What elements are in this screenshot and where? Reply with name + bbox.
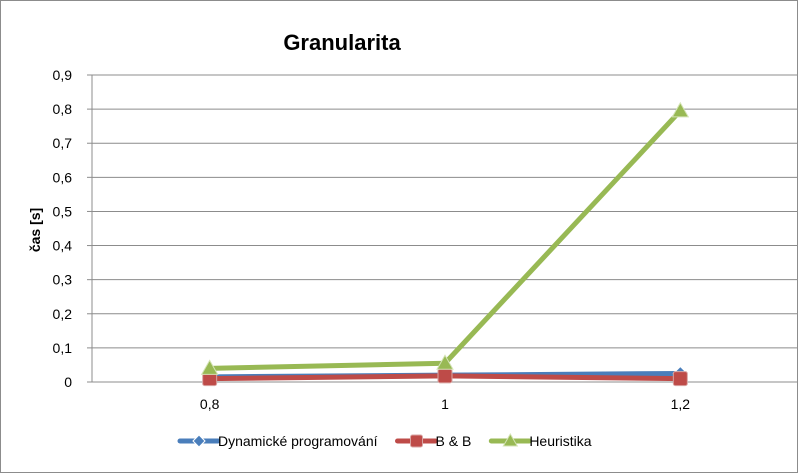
triangle-marker <box>671 101 690 118</box>
legend-item: B & B <box>395 433 472 449</box>
y-tick-label: 0,2 <box>53 306 73 322</box>
y-tick-label: 0,5 <box>53 203 73 219</box>
x-axis-ticks: 0,8 1 1,2 <box>200 396 690 412</box>
y-tick-label: 0,4 <box>53 238 73 254</box>
series-line <box>207 108 683 371</box>
square-marker <box>672 371 688 387</box>
legend: Dynamické programování B & B Heuristika <box>177 433 592 449</box>
series-3 <box>200 101 690 375</box>
diamond-marker <box>192 434 206 448</box>
triangle-marker <box>436 354 454 370</box>
series-layer <box>200 101 690 387</box>
y-tick-label: 0,9 <box>53 67 73 83</box>
y-tick-label: 0,1 <box>53 340 73 356</box>
legend-label: B & B <box>436 433 472 449</box>
triangle-marker <box>200 359 219 375</box>
chart-title: Granularita <box>283 30 401 55</box>
y-tick-label: 0,8 <box>53 101 73 117</box>
y-tick-label: 0,3 <box>53 272 73 288</box>
series-2 <box>202 368 688 387</box>
legend-label: Dynamické programování <box>218 433 378 449</box>
legend-item: Dynamické programování <box>177 433 378 449</box>
legend-label: Heuristika <box>529 433 591 449</box>
triangle-marker <box>502 433 519 447</box>
x-tick-label: 1 <box>441 396 449 412</box>
y-tick-label: 0 <box>64 374 72 390</box>
x-tick-label: 0,8 <box>200 396 220 412</box>
square-marker <box>437 368 453 384</box>
y-tick-label: 0,6 <box>53 169 73 185</box>
y-axis-ticks: 0 0,1 0,2 0,3 0,4 0,5 0,6 0,7 0,8 0,9 <box>53 67 73 390</box>
y-tick-label: 0,7 <box>53 135 73 151</box>
y-axis-label: čas [s] <box>27 208 43 252</box>
x-tick-label: 1,2 <box>671 396 691 412</box>
legend-item: Heuristika <box>488 433 592 449</box>
square-marker <box>410 434 424 448</box>
gridlines <box>87 74 798 383</box>
